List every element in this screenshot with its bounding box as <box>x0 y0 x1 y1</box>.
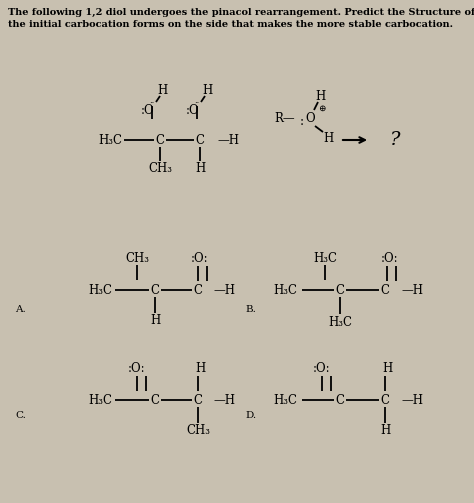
Text: D.: D. <box>245 410 256 420</box>
Text: :O: :O <box>141 104 155 117</box>
Text: —H: —H <box>213 393 235 406</box>
Text: —H: —H <box>213 284 235 296</box>
Text: H₃C: H₃C <box>313 252 337 265</box>
Text: ⊕: ⊕ <box>318 104 326 113</box>
Text: C: C <box>151 284 159 296</box>
Text: H₃C: H₃C <box>88 284 112 296</box>
Text: H: H <box>195 161 205 175</box>
Text: ··: ·· <box>149 99 155 107</box>
Text: :O:: :O: <box>313 362 331 375</box>
Text: B.: B. <box>245 305 256 314</box>
Text: H: H <box>315 90 325 103</box>
Text: C: C <box>193 284 202 296</box>
Text: :O:: :O: <box>128 362 146 375</box>
Text: :O: :O <box>186 104 200 117</box>
Text: H₃C: H₃C <box>328 315 352 328</box>
Text: H₃C: H₃C <box>98 133 122 146</box>
Text: C: C <box>381 284 390 296</box>
Text: ?: ? <box>390 131 400 149</box>
Text: H: H <box>157 83 167 97</box>
Text: The following 1,2 diol undergoes the pinacol rearrangement. Predict the Structur: The following 1,2 diol undergoes the pin… <box>8 8 474 17</box>
Text: —H: —H <box>217 133 239 146</box>
Text: ··: ·· <box>194 99 200 107</box>
Text: A.: A. <box>15 305 26 314</box>
Text: :: : <box>300 115 304 127</box>
Text: C: C <box>195 133 204 146</box>
Text: H₃C: H₃C <box>273 393 297 406</box>
Text: H: H <box>382 362 392 375</box>
Text: H: H <box>380 424 390 437</box>
Text: C: C <box>155 133 164 146</box>
Text: H: H <box>150 313 160 326</box>
Text: O: O <box>305 112 315 125</box>
Text: CH₃: CH₃ <box>125 252 149 265</box>
Text: C: C <box>336 393 345 406</box>
Text: —H: —H <box>401 284 423 296</box>
Text: CH₃: CH₃ <box>186 424 210 437</box>
Text: C: C <box>381 393 390 406</box>
Text: R—: R— <box>275 112 295 125</box>
Text: the initial carbocation forms on the side that makes the more stable carbocation: the initial carbocation forms on the sid… <box>8 20 453 29</box>
Text: C: C <box>193 393 202 406</box>
Text: CH₃: CH₃ <box>148 161 172 175</box>
Text: H: H <box>323 131 333 144</box>
Text: :O:: :O: <box>381 252 399 265</box>
Text: H₃C: H₃C <box>88 393 112 406</box>
Text: H₃C: H₃C <box>273 284 297 296</box>
Text: C: C <box>336 284 345 296</box>
Text: :O:: :O: <box>191 252 209 265</box>
Text: H: H <box>202 83 212 97</box>
Text: —H: —H <box>401 393 423 406</box>
Text: C.: C. <box>15 410 26 420</box>
Text: C: C <box>151 393 159 406</box>
Text: H: H <box>195 362 205 375</box>
